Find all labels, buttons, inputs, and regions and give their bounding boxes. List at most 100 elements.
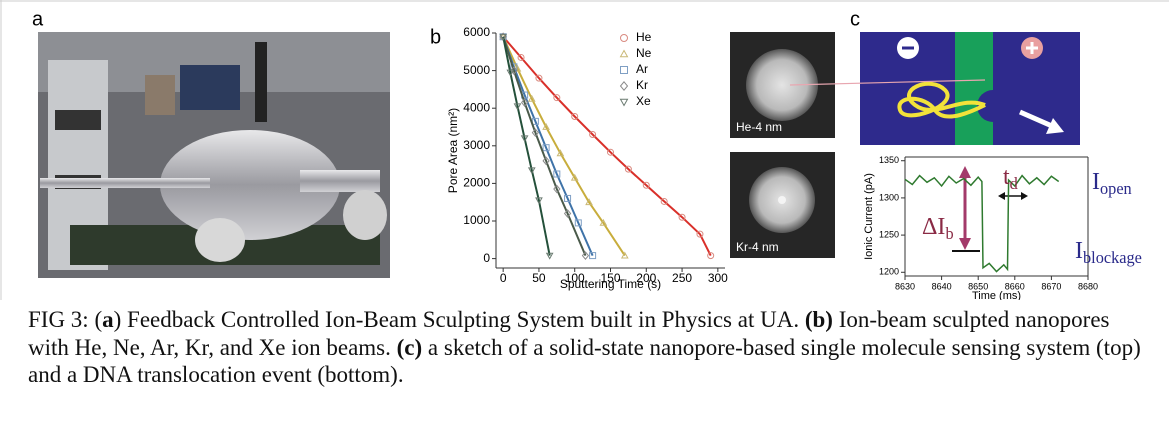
- caption-bold: a: [102, 307, 114, 332]
- x-tick-label: 8670: [1041, 281, 1061, 291]
- x-tick-label: 8660: [1005, 281, 1025, 291]
- x-tick-label: 8650: [968, 281, 988, 291]
- y-tick-label: 1300: [879, 192, 899, 202]
- data-marker: [556, 149, 565, 157]
- x-tick-label: 300: [708, 271, 728, 285]
- x-tick-label: 8640: [932, 281, 952, 291]
- x-axis-label: Time (ms): [972, 290, 1021, 300]
- data-marker: [542, 122, 550, 130]
- data-marker: [696, 230, 704, 238]
- y-tick-label: 0: [483, 251, 490, 265]
- y-tick-label: 3000: [463, 138, 490, 152]
- caption-text: ) Feedback Controlled Ion-Beam Sculpting…: [113, 307, 805, 332]
- y-tick-label: 2000: [463, 176, 490, 190]
- data-marker: [535, 197, 543, 205]
- image-label: He-4 nm: [736, 120, 782, 134]
- legend-marker: [619, 98, 629, 107]
- data-marker: [660, 197, 668, 205]
- y-tick-label: 1000: [463, 213, 490, 227]
- data-marker: [527, 167, 536, 175]
- y-axis-label: Ionic Current (pA): [863, 173, 875, 260]
- annotation-text: I: [1092, 169, 1100, 195]
- x-tick-label: 250: [672, 271, 692, 285]
- panel-label: b: [430, 26, 441, 48]
- caption-text: FIG 3: (: [28, 307, 103, 332]
- data-marker: [510, 66, 518, 75]
- data-marker: [499, 33, 508, 41]
- y-tick-label: 5000: [463, 63, 490, 77]
- data-marker: [520, 135, 529, 143]
- data-line: [502, 36, 551, 256]
- annotation: ΔIb: [922, 214, 954, 243]
- data-marker: [564, 194, 572, 202]
- y-tick-label: 1200: [879, 267, 899, 277]
- annotation-subscript: b: [945, 224, 953, 243]
- data-marker: [589, 252, 597, 260]
- data-line: [502, 36, 626, 257]
- data-marker: [599, 218, 608, 226]
- x-tick-label: 8680: [1078, 281, 1098, 291]
- legend-label: Xe: [636, 94, 651, 108]
- figure-panels: a b c He-4 nm Kr-4 nm 010002000300040005…: [0, 0, 1169, 300]
- annotation-arrows: [952, 166, 1028, 252]
- data-marker: [542, 156, 550, 166]
- legend-marker: [619, 81, 629, 91]
- caption: FIG 3: (a) Feedback Controlled Ion-Beam …: [28, 306, 1153, 389]
- annotation: td: [1003, 164, 1018, 193]
- nanopore-sketch: [789, 32, 1080, 145]
- data-marker: [620, 251, 629, 259]
- x-tick-label: 150: [600, 271, 620, 285]
- caption-text: a sketch of a solid-state nanopore-based…: [28, 334, 1141, 388]
- data-marker: [553, 184, 561, 194]
- y-axis-label: Pore Area (nm²): [446, 108, 460, 193]
- annotation-subscript: blockage: [1083, 248, 1142, 267]
- data-marker: [545, 252, 554, 260]
- x-axis-label: Sputtering Time (s): [560, 277, 661, 291]
- annotation-subscript: d: [1010, 174, 1018, 193]
- y-tick-label: 6000: [463, 25, 490, 39]
- data-line: [502, 36, 712, 257]
- data-marker: [607, 148, 614, 156]
- x-tick-label: 200: [636, 271, 656, 285]
- legend-label: He: [636, 30, 652, 44]
- panel-label: a: [32, 8, 44, 30]
- data-marker: [642, 181, 650, 189]
- annotation: Iblockage: [1075, 238, 1142, 267]
- data-marker: [513, 64, 522, 72]
- x-tick-label: 50: [532, 271, 546, 285]
- data-marker: [589, 131, 597, 139]
- x-tick-label: 100: [565, 271, 585, 285]
- x-tick-label: 0: [500, 271, 507, 285]
- annotation-text: ΔI: [922, 214, 945, 240]
- data-line: [904, 174, 1060, 273]
- data-marker: [506, 69, 515, 77]
- caption-text: Ion-beam sculpted nanopores with He, Ne,…: [28, 307, 1110, 360]
- annotation-subscript: open: [1100, 179, 1132, 198]
- lab-photo: [38, 32, 390, 278]
- x-tick-label: 8630: [895, 281, 915, 291]
- data-marker: [542, 144, 550, 152]
- data-marker: [520, 98, 529, 107]
- legend-marker: [620, 66, 628, 74]
- legend-marker: [619, 49, 629, 58]
- annotation: Iopen: [1092, 169, 1132, 198]
- data-line: [502, 36, 587, 256]
- image-label: Kr-4 nm: [736, 240, 779, 254]
- data-marker: [678, 213, 686, 221]
- panel-label: c: [850, 8, 860, 30]
- y-tick-label: 4000: [463, 100, 490, 114]
- data-marker: [581, 251, 590, 260]
- data-marker: [553, 170, 561, 178]
- data-marker: [553, 94, 561, 102]
- legend-label: Ne: [636, 46, 652, 60]
- data-marker: [707, 252, 715, 260]
- data-marker: [574, 219, 582, 227]
- data-marker: [570, 173, 579, 181]
- y-tick-label: 1250: [879, 229, 899, 239]
- data-marker: [513, 103, 522, 111]
- y-tick-label: 1350: [879, 155, 899, 165]
- pore-image: [746, 49, 818, 121]
- pore-image: [778, 196, 786, 204]
- data-marker: [531, 128, 540, 138]
